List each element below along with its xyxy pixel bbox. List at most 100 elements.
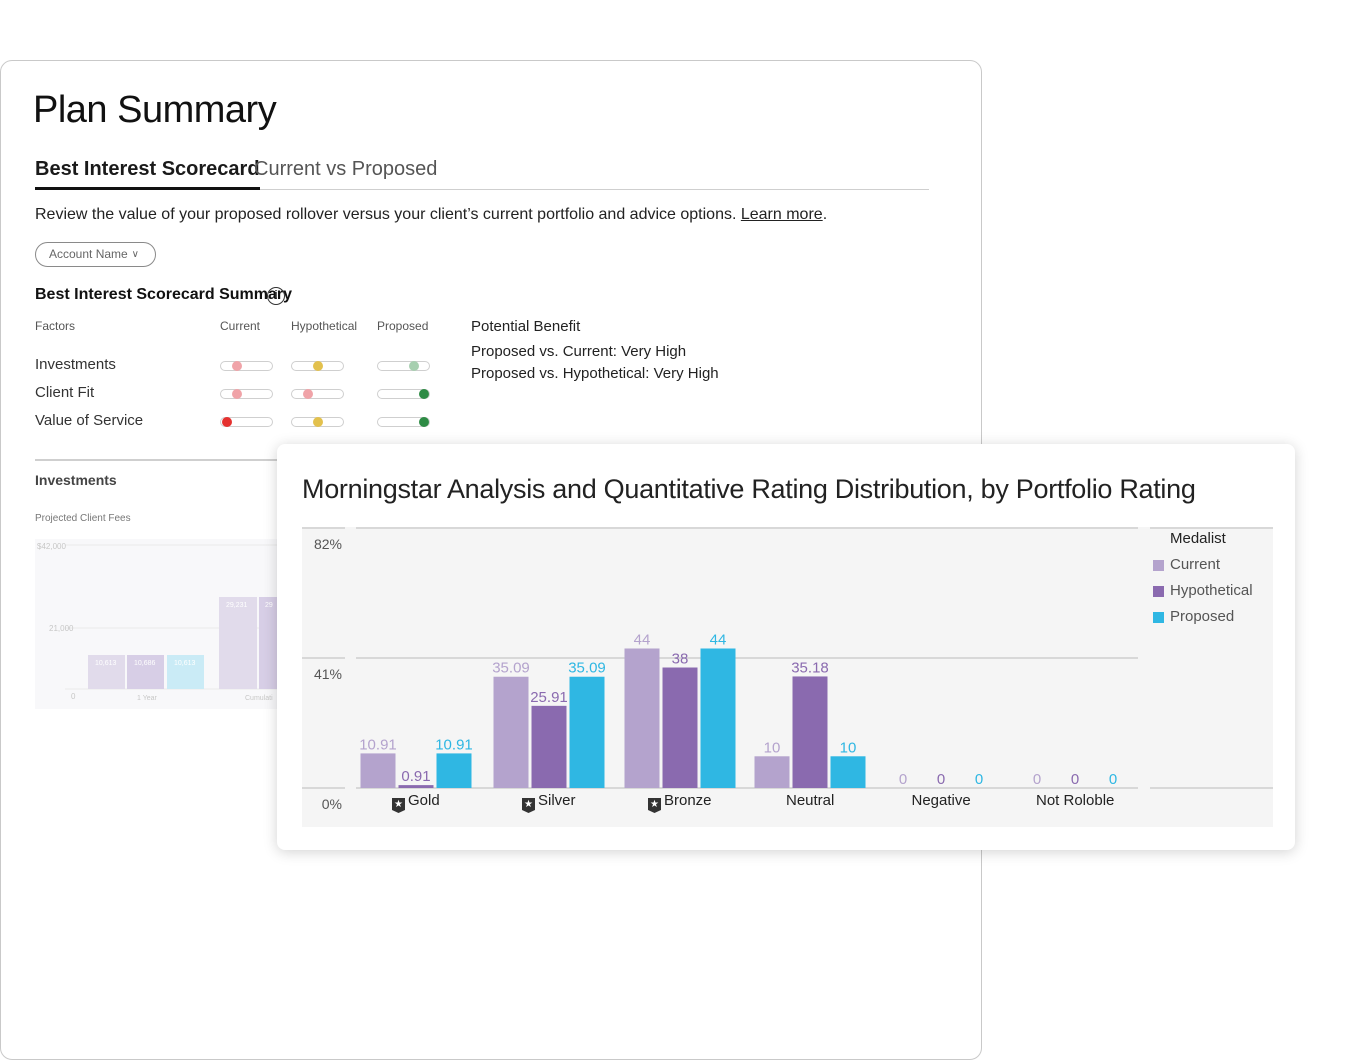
account-dropdown-label: Account Name bbox=[49, 247, 128, 261]
tab-best-interest-scorecard[interactable]: Best Interest Scorecard bbox=[35, 157, 260, 190]
fees-ytick: 21,000 bbox=[49, 624, 74, 633]
rating-dot bbox=[232, 361, 242, 371]
rating-indicator-proposed bbox=[377, 361, 430, 371]
fees-bar-label: 29 bbox=[265, 602, 273, 609]
chart-title: Morningstar Analysis and Quantitative Ra… bbox=[302, 474, 1196, 504]
factor-label-client-fit: Client Fit bbox=[35, 384, 95, 401]
data-label: 0 bbox=[1033, 771, 1041, 788]
tab-bar: Best Interest Scorecard Current vs Propo… bbox=[35, 157, 929, 190]
data-label: 35.18 bbox=[791, 659, 829, 676]
legend-swatch bbox=[1153, 612, 1164, 623]
category-text: Neutral bbox=[786, 792, 835, 809]
description-body: Review the value of your proposed rollov… bbox=[35, 206, 737, 223]
fees-ytick: 0 bbox=[71, 692, 76, 701]
data-label: 0.91 bbox=[401, 768, 430, 785]
rating-indicator-proposed bbox=[377, 417, 430, 427]
investments-heading: Investments bbox=[35, 472, 117, 488]
bar-hypothetical bbox=[662, 667, 698, 788]
data-label: 0 bbox=[899, 771, 907, 788]
rating-indicator-current bbox=[220, 417, 273, 427]
column-header-proposed: Proposed bbox=[377, 319, 429, 333]
learn-more-link[interactable]: Learn more bbox=[740, 206, 823, 223]
account-name-dropdown[interactable]: Account Name ∨ bbox=[35, 242, 156, 267]
legend-label: Proposed bbox=[1170, 608, 1235, 625]
rating-dot bbox=[313, 417, 323, 427]
fees-bar bbox=[127, 655, 164, 689]
rating-dot bbox=[419, 417, 429, 427]
rating-dot bbox=[409, 361, 419, 371]
y-tick-label: 0% bbox=[321, 796, 342, 812]
rating-indicator-proposed bbox=[377, 389, 430, 399]
legend-title: Medalist bbox=[1170, 530, 1226, 547]
data-label: 25.91 bbox=[530, 689, 568, 706]
projected-client-fees-heading: Projected Client Fees bbox=[35, 513, 131, 524]
chevron-down-icon: ∨ bbox=[131, 249, 139, 260]
bar-proposed bbox=[830, 756, 866, 788]
bar-hypothetical bbox=[792, 676, 828, 788]
rating-indicator-hypothetical bbox=[291, 361, 344, 371]
data-label: 0 bbox=[1109, 771, 1117, 788]
category-label-negative: Negative bbox=[912, 792, 971, 809]
category-text: Silver bbox=[538, 792, 576, 809]
category-label-gold: ★ Gold bbox=[392, 792, 440, 813]
potential-benefit-line: Proposed vs. Current: Very High bbox=[471, 343, 687, 360]
column-header-hypothetical: Hypothetical bbox=[291, 319, 358, 333]
y-tick-label: 82% bbox=[313, 536, 342, 552]
data-label: 35.09 bbox=[568, 660, 606, 677]
rating-dot bbox=[419, 389, 429, 399]
category-text: Gold bbox=[408, 792, 440, 809]
fees-bar-label: 29,231 bbox=[226, 602, 248, 609]
fees-bar-label: 10,686 bbox=[134, 660, 156, 667]
bar-hypothetical bbox=[398, 785, 434, 788]
medal-badge-icon: ★ bbox=[522, 798, 535, 813]
data-label: 10 bbox=[840, 739, 857, 756]
bar-current bbox=[754, 756, 790, 788]
category-label-not-roloble: Not Roloble bbox=[1036, 792, 1114, 809]
rating-distribution-card: Morningstar Analysis and Quantitative Ra… bbox=[277, 444, 1295, 850]
fees-bar bbox=[219, 597, 257, 689]
bar-proposed bbox=[436, 753, 472, 788]
bar-hypothetical bbox=[531, 705, 567, 788]
category-label-silver: ★ Silver bbox=[522, 792, 576, 813]
fees-bar-label: 10,613 bbox=[174, 660, 196, 667]
rating-indicator-current bbox=[220, 389, 273, 399]
data-label: 38 bbox=[672, 651, 689, 668]
data-label: 35.09 bbox=[492, 660, 530, 677]
tab-current-vs-proposed[interactable]: Current vs Proposed bbox=[254, 158, 438, 180]
factor-label-investments: Investments bbox=[35, 356, 116, 373]
data-label: 10 bbox=[764, 739, 781, 756]
projected-fees-chart: $42,000 21,000 0 10,613 10,686 10,613 29… bbox=[35, 539, 285, 709]
category-text: Not Roloble bbox=[1036, 792, 1115, 809]
column-header-factors: Factors bbox=[35, 319, 76, 333]
fees-xlabel: Cumulati bbox=[245, 695, 273, 702]
fees-ytick: $42,000 bbox=[37, 542, 66, 551]
scorecard-summary-heading: Best Interest Scorecard Summary bbox=[35, 286, 292, 303]
medal-badge-icon: ★ bbox=[392, 798, 405, 813]
info-icon[interactable]: i bbox=[267, 287, 285, 305]
legend-swatch bbox=[1153, 560, 1164, 571]
rating-indicator-current bbox=[220, 361, 273, 371]
bar-proposed bbox=[700, 648, 736, 788]
data-label: 0 bbox=[937, 771, 945, 788]
data-label: 0 bbox=[1071, 771, 1079, 788]
category-label-neutral: Neutral bbox=[786, 792, 834, 809]
description-text: Review the value of your proposed rollov… bbox=[35, 206, 828, 223]
bar-current bbox=[493, 676, 529, 788]
legend-label: Hypothetical bbox=[1170, 582, 1253, 599]
column-header-current: Current bbox=[220, 319, 261, 333]
data-label: 44 bbox=[710, 631, 727, 648]
rating-indicator-hypothetical bbox=[291, 389, 344, 399]
factor-label-value-of-service: Value of Service bbox=[35, 412, 144, 429]
rating-indicator-hypothetical bbox=[291, 417, 344, 427]
bar-chart: 10.91 35.09 44 10 0 0 0.91 25.91 38 35.18 0 0 10.91 3… bbox=[302, 527, 1273, 789]
potential-benefit-line: Proposed vs. Hypothetical: Very High bbox=[471, 365, 719, 382]
medal-badge-icon: ★ bbox=[648, 798, 661, 813]
data-label: 10.91 bbox=[359, 736, 397, 753]
data-label: 44 bbox=[634, 631, 651, 648]
rating-dot bbox=[222, 417, 232, 427]
potential-benefit-heading: Potential Benefit bbox=[471, 318, 581, 335]
bar-current bbox=[624, 648, 660, 788]
y-tick-label: 41% bbox=[313, 666, 342, 682]
category-text: Bronze bbox=[664, 792, 712, 809]
bar-current bbox=[360, 753, 396, 788]
